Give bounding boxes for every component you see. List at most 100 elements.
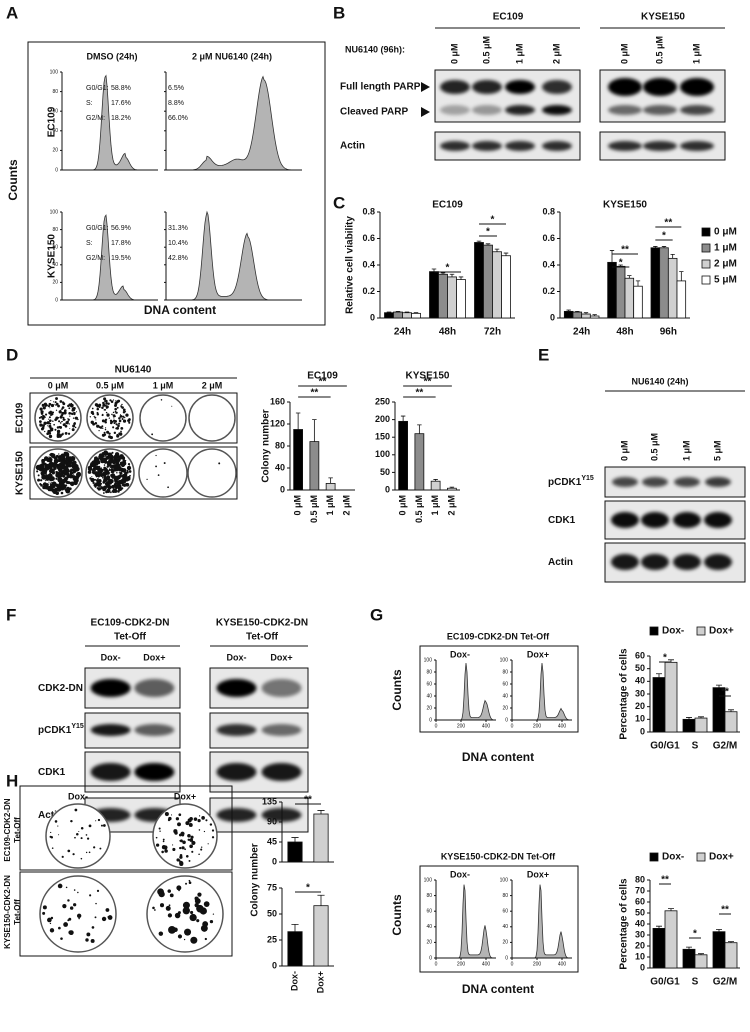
label: 40	[635, 918, 645, 928]
label: 0	[272, 856, 277, 866]
colony	[105, 399, 108, 403]
band-name: CDK2-DN	[38, 683, 83, 694]
error-bar	[458, 276, 464, 280]
colony	[44, 413, 48, 416]
label: 56.9%	[111, 225, 131, 232]
label: Tet-Off	[114, 632, 147, 643]
colony	[211, 836, 215, 839]
label: 66.0%	[168, 115, 188, 122]
label: H	[6, 771, 18, 790]
band-name: Actin	[38, 810, 63, 821]
band-superscript: Y15	[71, 723, 84, 730]
colony	[66, 473, 70, 476]
colony	[55, 470, 57, 473]
colony	[38, 416, 41, 419]
colony	[116, 459, 120, 464]
colony	[62, 402, 66, 406]
colony	[189, 838, 194, 842]
colony	[107, 402, 110, 405]
colony	[98, 403, 102, 407]
label: 20	[635, 701, 645, 711]
colony	[63, 412, 66, 414]
colony	[40, 479, 43, 482]
colony	[104, 428, 107, 431]
colony	[104, 420, 107, 422]
colony	[57, 416, 60, 419]
label: Counts	[6, 159, 20, 201]
colony	[95, 458, 100, 463]
colony	[120, 475, 122, 477]
colony	[201, 816, 205, 820]
label: Cleaved PARP	[340, 107, 409, 118]
bar	[652, 677, 666, 733]
colony	[61, 465, 65, 468]
colony	[73, 463, 76, 466]
colony	[155, 843, 160, 847]
arrowhead	[421, 82, 430, 92]
colony	[123, 458, 125, 461]
colony	[184, 848, 187, 851]
label: 0	[429, 955, 432, 961]
label: 1 μM	[430, 495, 440, 516]
colony	[49, 483, 55, 489]
colony	[71, 412, 74, 416]
error-bar	[440, 272, 446, 275]
colony	[100, 824, 103, 827]
colony	[185, 882, 188, 885]
band-label: pCDK1Y15	[38, 723, 84, 736]
colony	[167, 913, 173, 918]
colony	[179, 846, 182, 850]
label: 200	[457, 723, 466, 729]
label: 0	[505, 955, 508, 961]
colony	[96, 407, 100, 411]
label: 0.5 μM	[481, 36, 491, 64]
bar	[664, 661, 678, 733]
band	[440, 141, 470, 151]
histogram	[436, 884, 496, 959]
label: 80	[502, 669, 508, 675]
colony	[68, 930, 73, 935]
colony	[35, 464, 42, 471]
colony	[59, 462, 61, 465]
colony	[118, 455, 123, 460]
colony	[62, 412, 64, 415]
label: G0/G1	[650, 977, 680, 988]
label: EC109-CDK2-DN Tet-Off	[447, 631, 550, 641]
label: A	[6, 3, 18, 22]
colony	[96, 889, 100, 892]
colony	[64, 424, 68, 428]
label: 24h	[573, 327, 590, 338]
band-name: pCDK1	[38, 725, 72, 736]
error-bar	[668, 908, 674, 911]
label: 0	[280, 484, 285, 494]
bar	[430, 480, 441, 491]
label: Counts	[390, 669, 404, 711]
label: D	[6, 345, 18, 364]
error-bar	[400, 415, 406, 422]
label: G	[370, 605, 383, 624]
label: Colony number	[250, 843, 261, 916]
colony	[185, 821, 190, 826]
dish	[45, 803, 111, 869]
label: Dox+	[143, 652, 165, 662]
colony	[109, 435, 113, 440]
colony	[56, 418, 58, 420]
label: 80	[426, 669, 432, 675]
label: 70	[635, 885, 645, 895]
band	[134, 679, 175, 697]
label: 42.8%	[168, 255, 188, 262]
band	[90, 679, 131, 697]
colony	[52, 488, 58, 495]
band-label: CDK1	[548, 515, 576, 526]
colony	[102, 468, 104, 470]
colony	[63, 922, 69, 927]
colony	[92, 464, 97, 469]
legend-swatch	[649, 852, 659, 862]
label: Dox-	[662, 626, 684, 637]
label: Dox-	[226, 652, 246, 662]
label: Counts	[390, 894, 404, 936]
colony	[96, 468, 98, 470]
colony	[97, 469, 102, 474]
label: 50	[380, 467, 390, 477]
label: 400	[558, 723, 567, 729]
